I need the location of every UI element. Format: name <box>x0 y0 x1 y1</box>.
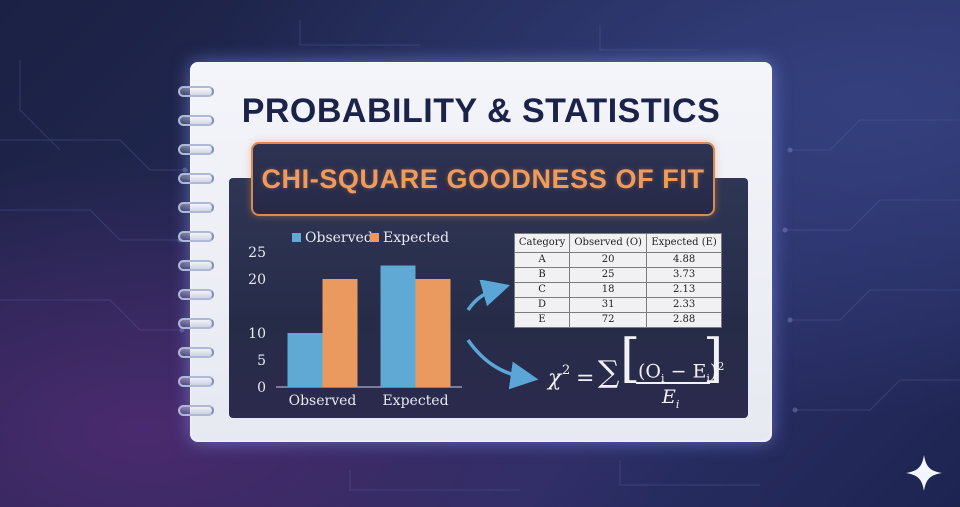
legend-label: Observed <box>305 230 373 246</box>
table-cell: 3.73 <box>646 267 722 283</box>
numerator-exp: 2 <box>717 360 725 373</box>
table-cell: 4.88 <box>646 252 722 268</box>
table-header: Category <box>513 233 571 253</box>
y-tick-label: 0 <box>257 380 266 396</box>
numerator-close: ) <box>709 360 718 383</box>
data-table: Category Observed (O) Expected (E) A 20 … <box>513 233 722 328</box>
page-title: PROBABILITY & STATISTICS <box>241 92 721 130</box>
table-cell: E <box>513 312 571 328</box>
arrows <box>466 280 539 390</box>
table-header: Observed (O) <box>569 233 648 253</box>
y-tick-label: 25 <box>248 245 266 261</box>
table-header-row: Category Observed (O) Expected (E) <box>513 233 722 253</box>
bar-expected-expected <box>415 279 451 387</box>
x-tick-label: Expected <box>382 393 448 409</box>
table-cell: 72 <box>569 312 648 328</box>
numerator-open: (O <box>638 360 661 383</box>
legend-swatch <box>370 233 379 242</box>
spiral-binding <box>178 86 218 426</box>
bar-chart: 0 5 10 20 25 Observed Expected Observed Expected <box>248 230 462 409</box>
table-cell: 18 <box>569 282 648 298</box>
denominator: E <box>662 386 676 408</box>
subtitle-banner: CHI-SQUARE GOODNESS OF FIT <box>251 142 715 216</box>
table-cell: 25 <box>569 267 648 283</box>
table-cell: 31 <box>569 297 648 313</box>
table-cell: C <box>513 282 571 298</box>
minus-sub: i <box>706 372 710 386</box>
denominator-sub: i <box>675 397 680 411</box>
chi-symbol: χ <box>548 366 562 391</box>
numerator-sub: i <box>661 372 665 386</box>
table-row: E 72 2.88 <box>513 312 722 328</box>
y-tick-label: 20 <box>248 272 266 288</box>
sum-symbol: ∑ <box>598 355 620 390</box>
subtitle: CHI-SQUARE GOODNESS OF FIT <box>261 163 705 194</box>
table-cell: 2.33 <box>646 297 722 313</box>
numerator-minus: − E <box>664 360 707 383</box>
table-row: C 18 2.13 <box>513 282 722 298</box>
table-header: Expected (E) <box>646 233 722 253</box>
fraction-bar <box>636 382 710 384</box>
legend-label: Expected <box>383 230 449 246</box>
table-cell: 2.13 <box>646 282 722 298</box>
arrow-right-icon <box>466 338 539 390</box>
bar-observed-expected <box>380 265 416 387</box>
arrow-right-icon <box>466 280 511 311</box>
table-row: A 20 4.88 <box>513 252 722 268</box>
table-cell: 2.88 <box>646 312 722 328</box>
chi-exponent: 2 <box>562 363 571 378</box>
equals-sign: = <box>576 366 595 391</box>
sparkle-icon <box>906 455 942 491</box>
bar-observed-observed <box>287 333 323 387</box>
y-tick-label: 10 <box>248 326 266 342</box>
bar-expected-observed <box>322 279 358 387</box>
y-tick-label: 5 <box>257 353 266 369</box>
table-cell: A <box>513 252 571 268</box>
legend-swatch <box>292 233 301 242</box>
x-tick-label: Observed <box>289 393 357 409</box>
table-cell: 20 <box>569 252 648 268</box>
